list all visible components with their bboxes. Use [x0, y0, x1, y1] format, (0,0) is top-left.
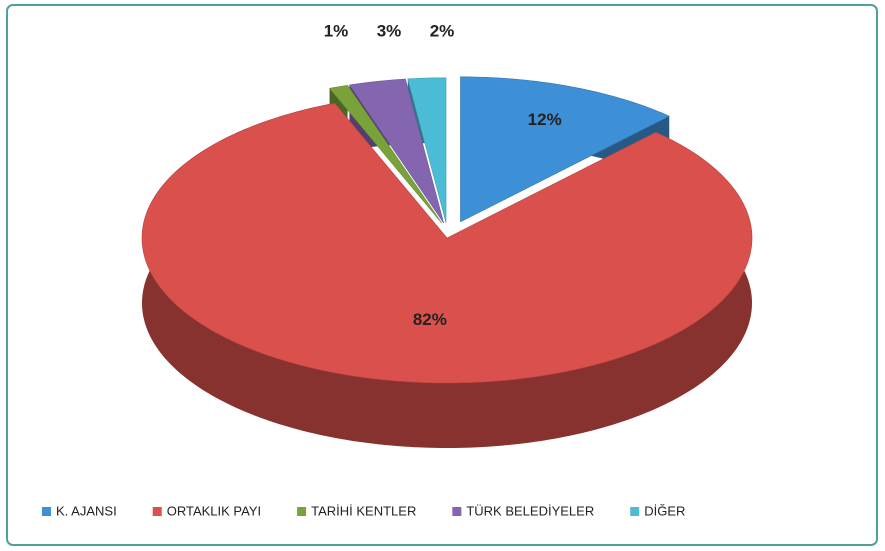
legend-label: TARİHİ KENTLER	[311, 503, 416, 518]
data-label: 82%	[413, 310, 447, 329]
legend-swatch	[630, 507, 640, 516]
pie-slice	[141, 102, 753, 384]
pie-slice	[348, 78, 444, 224]
pie-slice	[328, 84, 443, 224]
legend: K. AJANSI ORTAKLIK PAYI TARİHİ KENTLER TÜRK…	[42, 503, 685, 518]
legend-swatch	[452, 507, 462, 516]
data-label: 12%	[528, 110, 562, 129]
legend-label: DİĞER	[644, 503, 685, 518]
pie-tops	[141, 76, 753, 384]
data-labels: 12% 82% 1% 3% 2%	[324, 21, 562, 329]
legend-swatch	[297, 507, 307, 516]
data-label: 3%	[377, 21, 402, 40]
data-label: 2%	[430, 21, 455, 40]
data-label: 1%	[324, 21, 349, 40]
pie-slice	[460, 76, 670, 223]
legend-label: TÜRK BELEDİYELER	[466, 503, 594, 518]
legend-swatch	[152, 507, 162, 516]
legend-swatch	[42, 507, 51, 516]
legend-label: ORTAKLIK PAYI	[167, 503, 261, 518]
pie-slice	[407, 77, 447, 223]
legend-label: K. AJANSI	[56, 503, 117, 518]
